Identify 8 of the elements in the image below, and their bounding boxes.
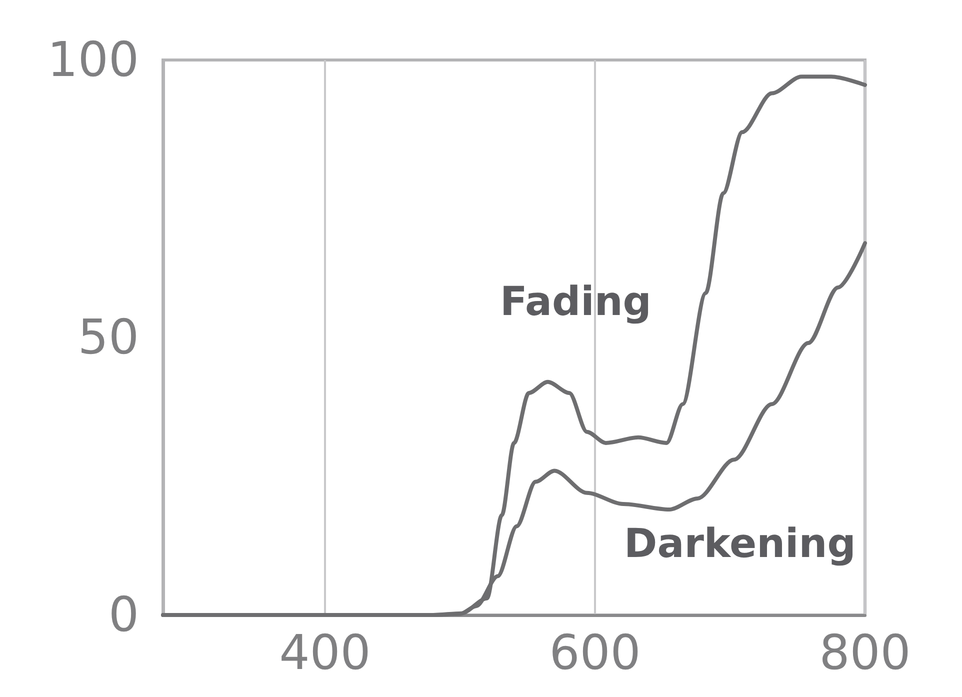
x-tick-label: 600 <box>549 625 641 681</box>
x-tick-label: 400 <box>279 625 371 681</box>
series-label: Fading <box>500 279 652 325</box>
x-tick-label: 800 <box>819 625 911 681</box>
y-tick-label: 0 <box>108 587 139 643</box>
y-tick-label: 50 <box>78 310 139 366</box>
series-label: Darkening <box>624 521 856 567</box>
y-tick-label: 100 <box>47 32 139 88</box>
